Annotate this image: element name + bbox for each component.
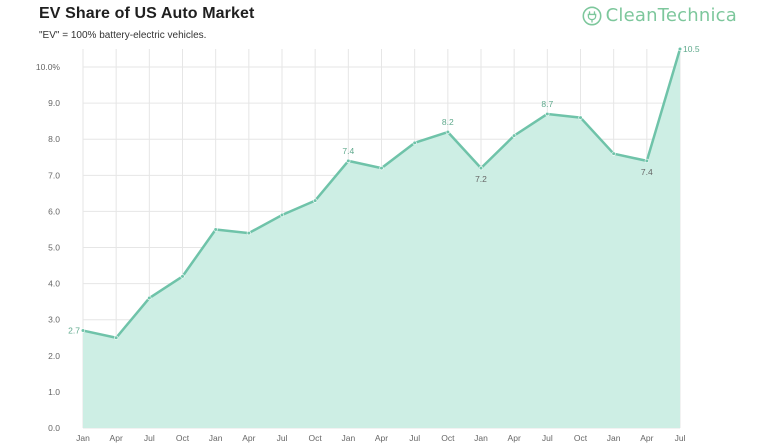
data-point [313,198,318,203]
data-point [213,227,218,232]
data-point [677,46,683,52]
data-point [346,158,351,163]
y-tick-label: 9.0 [48,98,60,108]
data-point [611,151,616,156]
x-tick-label: Oct [176,433,190,443]
data-point [80,328,86,333]
y-tick-label: 0.0 [48,423,60,433]
x-tick-label: Jul [675,433,686,443]
cleantechnica-logo: CleanTechnica [581,4,737,28]
data-label: 7.4 [342,146,354,156]
chart-header: EV Share of US Auto Market "EV" = 100% b… [0,0,780,48]
data-label-layer: 2.7 7.4 8.2 7.2 8.7 7.4 10.5 [68,44,700,336]
x-tick-label: Apr [110,433,123,443]
data-label: 2.7 [68,326,80,336]
data-label: 7.2 [475,174,487,184]
data-point [379,166,384,171]
x-tick-label: Oct [441,433,455,443]
logo-text: CleanTechnica [605,5,737,26]
plug-icon [582,6,602,26]
y-tick-label: 10.0% [36,62,61,72]
data-point [114,335,119,340]
data-point [279,212,285,218]
y-tick-label: 3.0 [48,315,60,325]
data-point [445,129,450,135]
point-layer [80,46,683,340]
x-tick-label: Jul [542,433,553,443]
data-point [644,158,649,163]
x-tick-label: Jul [144,433,155,443]
chart-subtitle: "EV" = 100% battery-electric vehicles. [39,30,207,41]
area-layer [83,49,680,428]
x-tick-label: Apr [242,433,255,443]
y-tick-label: 2.0 [48,351,60,361]
data-label: 10.5 [683,44,700,54]
x-tick-label: Jan [341,433,355,443]
data-point [180,274,185,279]
x-axis-labels: Jan Apr Jul Oct Jan Apr Jul Oct Jan Apr Jul Oct Jan A… [76,433,685,443]
y-axis-labels: 0.0 1.0 2.0 3.0 4.0 5.0 6.0 7.0 8.0 9.0 10.0% [36,62,61,433]
x-tick-label: Jul [277,433,288,443]
data-point [147,295,152,301]
x-tick-label: Apr [508,433,521,443]
ev-share-area [83,49,680,428]
data-label: 7.4 [641,167,653,177]
x-tick-label: Jan [474,433,488,443]
x-tick-label: Jan [209,433,223,443]
data-point [578,115,583,120]
data-label: 8.2 [442,117,454,127]
y-tick-label: 6.0 [48,206,60,216]
y-tick-label: 1.0 [48,387,60,397]
x-tick-label: Apr [375,433,388,443]
x-tick-label: Jan [76,433,90,443]
y-tick-label: 4.0 [48,279,60,289]
y-tick-label: 5.0 [48,243,60,253]
x-tick-label: Apr [640,433,653,443]
x-tick-label: Oct [309,433,323,443]
x-tick-label: Jan [607,433,621,443]
data-point [412,140,417,145]
x-tick-label: Jul [409,433,420,443]
y-tick-label: 7.0 [48,170,60,180]
data-point [246,230,251,236]
data-point [512,133,517,138]
data-point [478,166,484,171]
x-tick-label: Oct [574,433,588,443]
y-tick-label: 8.0 [48,134,60,144]
chart-title: EV Share of US Auto Market [39,5,255,22]
data-label: 8.7 [541,99,553,109]
data-point [545,111,550,117]
